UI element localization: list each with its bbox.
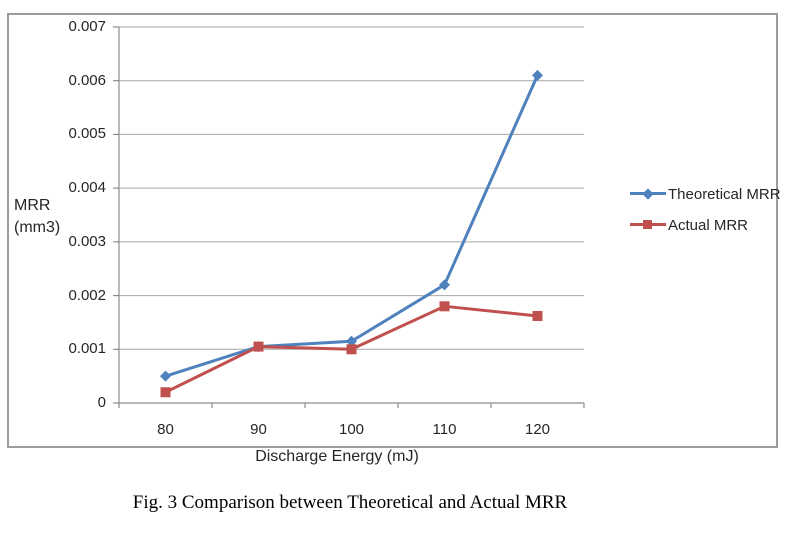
legend: Theoretical MRR Actual MRR bbox=[630, 186, 781, 248]
x-tick-label: 120 bbox=[524, 421, 551, 438]
x-tick-label: 100 bbox=[338, 421, 365, 438]
x-tick-label: 80 bbox=[157, 421, 174, 438]
square-marker-icon bbox=[643, 220, 652, 229]
y-tick-label: 0.005 bbox=[68, 125, 106, 143]
chart-frame: 0 0.001 0.002 0.003 0.004 0.005 0.006 0.007 80 9… bbox=[7, 13, 781, 448]
line-chart bbox=[113, 26, 585, 408]
legend-marker-actual bbox=[630, 218, 666, 232]
x-tick-label: 90 bbox=[250, 421, 267, 438]
legend-item-actual: Actual MRR bbox=[630, 216, 781, 234]
legend-item-theoretical: Theoretical MRR bbox=[630, 185, 781, 203]
y-tick-label: 0.001 bbox=[68, 340, 106, 358]
y-axis-title: MRR (mm3) bbox=[14, 195, 60, 239]
y-axis-title-line2: (mm3) bbox=[14, 219, 61, 236]
y-tick-label: 0.004 bbox=[68, 179, 106, 197]
y-tick-label: 0.006 bbox=[68, 71, 106, 89]
diamond-marker-icon bbox=[642, 188, 654, 200]
y-tick-label: 0.003 bbox=[68, 232, 106, 250]
legend-label-actual: Actual MRR bbox=[668, 216, 749, 234]
legend-label-theoretical: Theoretical MRR bbox=[668, 185, 781, 203]
y-tick-label: 0 bbox=[97, 394, 106, 411]
y-tick-label: 0.007 bbox=[68, 18, 106, 35]
figure-caption: Fig. 3 Comparison between Theoretical an… bbox=[132, 492, 568, 513]
x-tick-label: 110 bbox=[432, 421, 457, 438]
y-tick-label: 0.002 bbox=[68, 286, 106, 304]
x-axis-title: Discharge Energy (mJ) bbox=[137, 448, 537, 466]
legend-marker-theoretical bbox=[630, 187, 666, 201]
y-axis-title-line1: MRR bbox=[14, 197, 51, 214]
